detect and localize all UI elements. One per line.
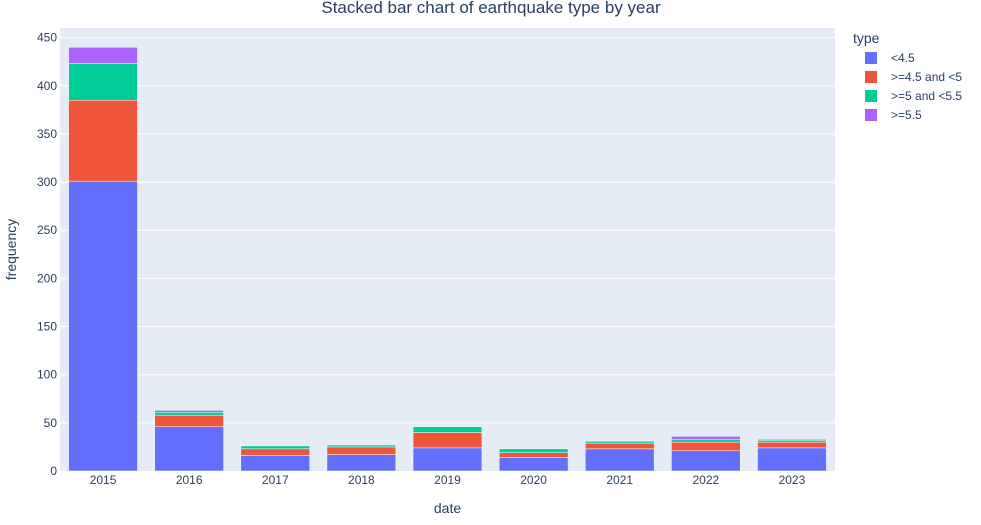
legend-swatch[interactable] bbox=[865, 109, 877, 121]
x-tick-labels: 2015 2016 2017 2018 2019 2020 2021 2022 2023 bbox=[90, 473, 806, 487]
bar-segment bbox=[154, 410, 224, 413]
y-tick-label: 250 bbox=[37, 223, 57, 237]
legend-swatch[interactable] bbox=[865, 90, 877, 102]
y-tick-label: 100 bbox=[37, 368, 57, 382]
x-axis-title: date bbox=[434, 500, 461, 516]
legend-swatch[interactable] bbox=[865, 71, 877, 83]
y-tick-label: 400 bbox=[37, 79, 57, 93]
x-tick-label: 2021 bbox=[606, 473, 633, 487]
y-tick-label: 200 bbox=[37, 271, 57, 285]
y-tick-label: 300 bbox=[37, 175, 57, 189]
bar-segment bbox=[326, 446, 397, 455]
bar-segment bbox=[671, 450, 741, 472]
bar-segment bbox=[68, 99, 138, 182]
y-tick-label: 150 bbox=[37, 320, 57, 334]
chart-title: Stacked bar chart of earthquake type by … bbox=[321, 0, 661, 17]
x-tick-label: 2022 bbox=[692, 473, 719, 487]
y-tick-label: 50 bbox=[44, 416, 58, 430]
x-tick-label: 2017 bbox=[262, 473, 289, 487]
gridlines bbox=[60, 37, 835, 424]
legend-item-label[interactable]: >=5 and <5.5 bbox=[891, 89, 962, 103]
bar-segment bbox=[498, 452, 569, 458]
x-tick-label: 2019 bbox=[434, 473, 461, 487]
bar-segment bbox=[757, 438, 827, 441]
bar-segment bbox=[68, 47, 138, 64]
y-axis-title: frequency bbox=[3, 219, 19, 280]
x-tick-label: 2023 bbox=[779, 473, 806, 487]
y-tick-labels: 0 50 100 150 200 250 300 350 400 450 bbox=[37, 31, 57, 478]
x-tick-label: 2016 bbox=[176, 473, 203, 487]
bar-segment bbox=[412, 432, 483, 449]
bar-segment bbox=[240, 455, 310, 472]
bar-segment bbox=[671, 436, 741, 440]
bar-segment bbox=[671, 438, 741, 443]
x-tick-label: 2015 bbox=[90, 473, 117, 487]
legend-item-label[interactable]: >=5.5 bbox=[891, 108, 922, 122]
bar-segment bbox=[412, 447, 483, 472]
bar-segment bbox=[757, 447, 827, 472]
bar-segment bbox=[240, 448, 310, 456]
bar-segment bbox=[326, 454, 397, 472]
bar-segment bbox=[757, 439, 827, 443]
bar-segment bbox=[585, 442, 655, 450]
bar-segment bbox=[154, 426, 224, 472]
y-tick-label: 450 bbox=[37, 31, 57, 45]
x-tick-label: 2020 bbox=[520, 473, 547, 487]
bar-segment bbox=[498, 448, 569, 453]
x-tick-label: 2018 bbox=[348, 473, 375, 487]
legend-title: type bbox=[853, 30, 880, 46]
legend-swatch[interactable] bbox=[865, 52, 877, 64]
bar-segment bbox=[154, 412, 224, 416]
bar-segment bbox=[326, 444, 397, 448]
bar-segment bbox=[68, 180, 138, 472]
bar-segment bbox=[585, 440, 655, 444]
bar-segment bbox=[498, 457, 569, 472]
bar-segment bbox=[585, 448, 655, 472]
y-tick-label: 0 bbox=[50, 464, 57, 478]
bars bbox=[68, 47, 827, 472]
legend: type <4.5 >=4.5 and <5 >=5 and <5.5 >=5.5 bbox=[853, 30, 962, 122]
legend-item-label[interactable]: >=4.5 and <5 bbox=[891, 70, 962, 84]
plot-area bbox=[60, 28, 835, 471]
bar-segment bbox=[757, 441, 827, 449]
bar-segment bbox=[240, 445, 310, 450]
y-tick-label: 350 bbox=[37, 127, 57, 141]
legend-item-label[interactable]: <4.5 bbox=[891, 51, 915, 65]
bar-segment bbox=[671, 441, 741, 452]
bar-segment bbox=[154, 414, 224, 427]
bar-segment bbox=[68, 63, 138, 101]
bar-segment bbox=[412, 426, 483, 433]
